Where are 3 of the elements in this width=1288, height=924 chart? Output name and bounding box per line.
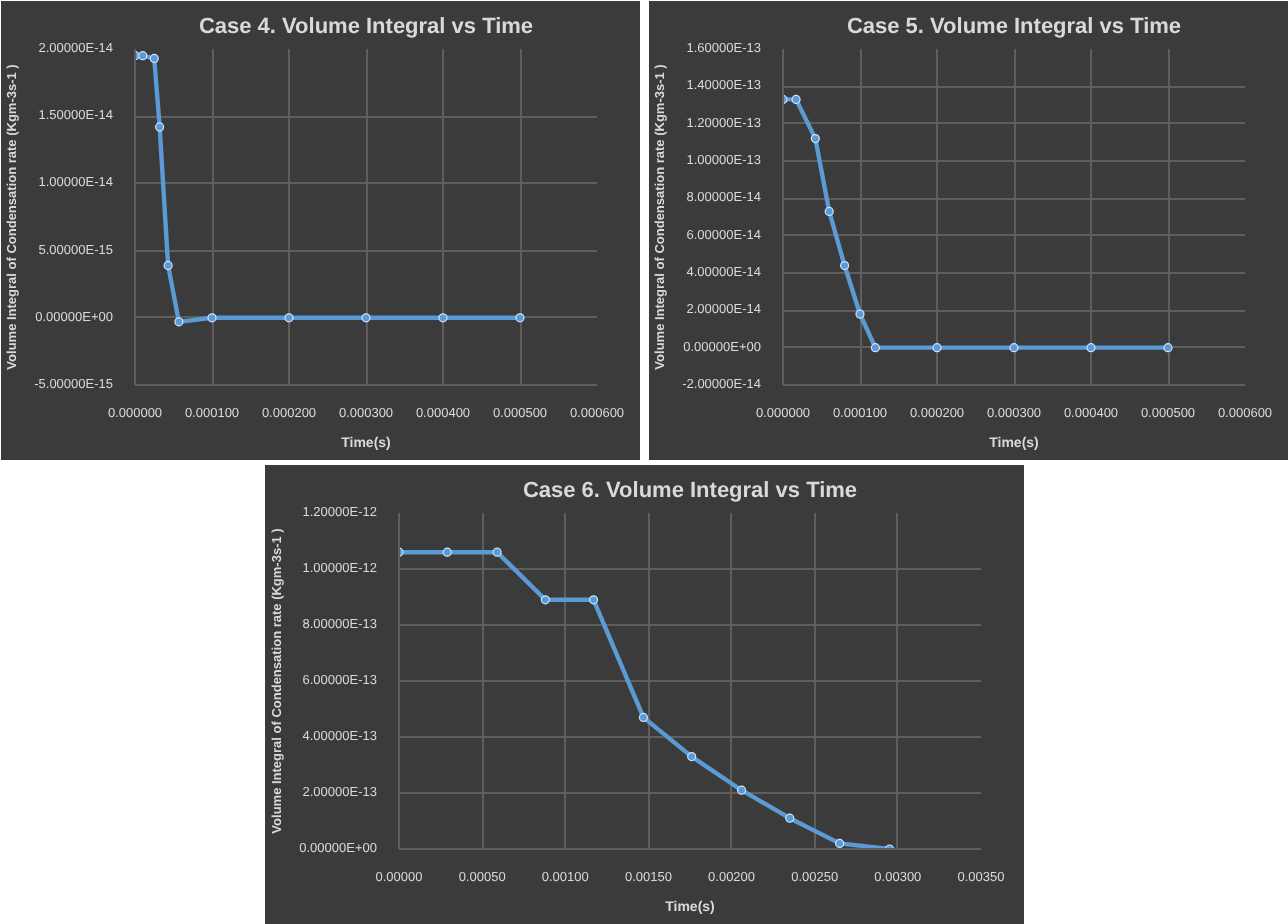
chart-title: Case 4. Volume Integral vs Time [198, 15, 534, 39]
chart-title: Case 6. Volume Integral vs Time [522, 479, 858, 503]
chart-title: Case 5. Volume Integral vs Time [846, 15, 1182, 39]
